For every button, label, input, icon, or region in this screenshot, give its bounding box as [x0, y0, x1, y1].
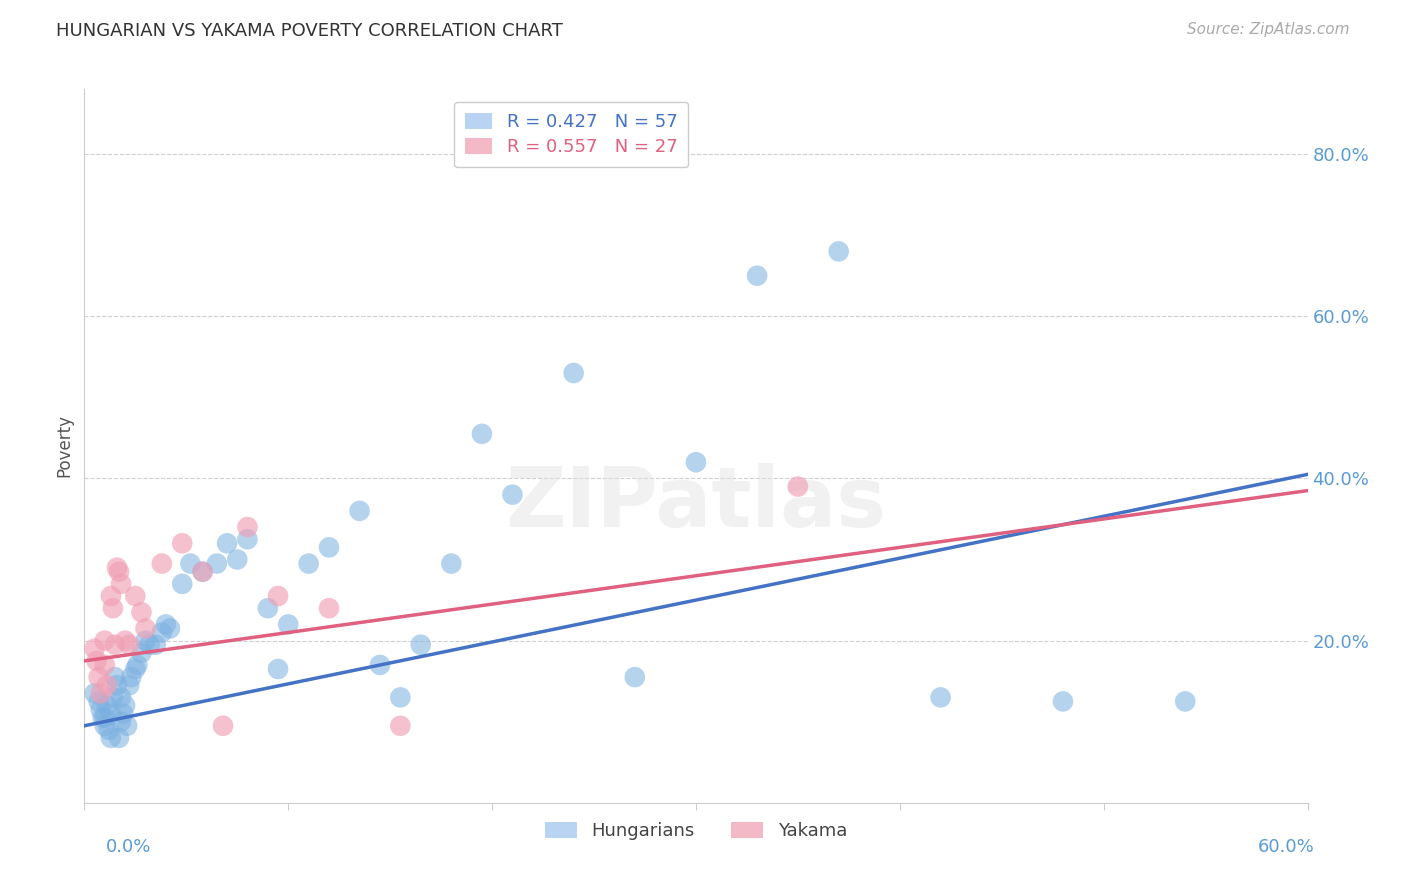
- Point: [96, 698, 118, 713]
- Point: [91, 711, 114, 725]
- Point: [135, 622, 157, 636]
- Point: [217, 536, 239, 550]
- Point: [155, 617, 177, 632]
- Point: [93, 657, 115, 672]
- Point: [349, 504, 371, 518]
- Point: [101, 690, 124, 705]
- Point: [127, 657, 149, 672]
- Point: [267, 662, 290, 676]
- Point: [236, 520, 259, 534]
- Point: [114, 633, 136, 648]
- Point: [409, 638, 432, 652]
- Point: [1052, 694, 1074, 708]
- Point: [118, 678, 141, 692]
- Point: [624, 670, 647, 684]
- Point: [105, 560, 128, 574]
- Point: [83, 686, 105, 700]
- Point: [212, 719, 235, 733]
- Text: Source: ZipAtlas.com: Source: ZipAtlas.com: [1187, 22, 1350, 37]
- Point: [502, 488, 524, 502]
- Point: [257, 601, 280, 615]
- Point: [150, 625, 173, 640]
- Point: [277, 617, 299, 632]
- Point: [105, 678, 128, 692]
- Point: [562, 366, 585, 380]
- Point: [86, 654, 108, 668]
- Point: [104, 670, 127, 684]
- Point: [97, 723, 120, 737]
- Point: [135, 633, 157, 648]
- Point: [318, 541, 340, 555]
- Point: [191, 565, 214, 579]
- Point: [150, 557, 173, 571]
- Point: [100, 731, 122, 745]
- Point: [828, 244, 851, 259]
- Point: [112, 706, 135, 721]
- Point: [368, 657, 391, 672]
- Point: [298, 557, 321, 571]
- Point: [205, 557, 228, 571]
- Point: [124, 589, 146, 603]
- Point: [929, 690, 952, 705]
- Point: [90, 702, 112, 716]
- Point: [110, 690, 132, 705]
- Point: [440, 557, 463, 571]
- Text: 0.0%: 0.0%: [105, 838, 150, 855]
- Point: [90, 686, 112, 700]
- Point: [389, 719, 412, 733]
- Point: [747, 268, 769, 283]
- Point: [389, 690, 412, 705]
- Point: [1174, 694, 1197, 708]
- Point: [87, 670, 110, 684]
- Legend: Hungarians, Yakama: Hungarians, Yakama: [537, 814, 855, 847]
- Point: [159, 622, 181, 636]
- Text: 60.0%: 60.0%: [1258, 838, 1315, 855]
- Point: [93, 719, 115, 733]
- Y-axis label: Poverty: Poverty: [55, 415, 73, 477]
- Point: [93, 633, 115, 648]
- Point: [471, 426, 494, 441]
- Point: [96, 678, 118, 692]
- Text: ZIPatlas: ZIPatlas: [506, 463, 886, 543]
- Point: [179, 557, 201, 571]
- Point: [131, 646, 153, 660]
- Point: [100, 589, 122, 603]
- Point: [115, 719, 138, 733]
- Point: [104, 638, 127, 652]
- Point: [138, 638, 160, 652]
- Point: [236, 533, 259, 547]
- Point: [191, 565, 214, 579]
- Point: [145, 638, 167, 652]
- Point: [93, 711, 115, 725]
- Point: [318, 601, 340, 615]
- Point: [100, 706, 122, 721]
- Point: [120, 670, 142, 684]
- Point: [267, 589, 290, 603]
- Point: [108, 731, 131, 745]
- Point: [83, 641, 105, 656]
- Point: [110, 714, 132, 729]
- Point: [118, 638, 141, 652]
- Point: [787, 479, 810, 493]
- Point: [131, 605, 153, 619]
- Point: [685, 455, 707, 469]
- Point: [110, 577, 132, 591]
- Point: [101, 601, 124, 615]
- Point: [114, 698, 136, 713]
- Point: [124, 662, 146, 676]
- Text: HUNGARIAN VS YAKAMA POVERTY CORRELATION CHART: HUNGARIAN VS YAKAMA POVERTY CORRELATION …: [56, 22, 564, 40]
- Point: [87, 694, 110, 708]
- Point: [172, 577, 194, 591]
- Point: [172, 536, 194, 550]
- Point: [226, 552, 249, 566]
- Point: [108, 565, 131, 579]
